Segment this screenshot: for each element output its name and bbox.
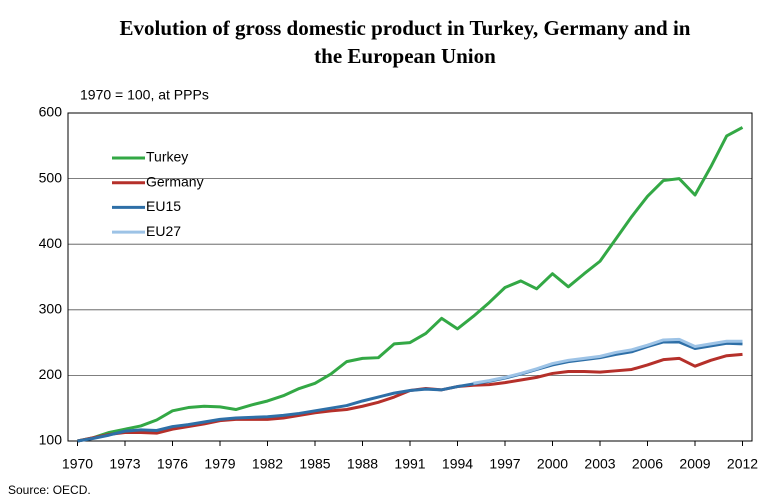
subtitle: 1970 = 100, at PPPs xyxy=(80,87,209,103)
x-tick-label: 1982 xyxy=(252,456,283,472)
plot-frame xyxy=(67,112,753,442)
series-line xyxy=(77,126,744,443)
y-tick-label: 100 xyxy=(39,432,63,448)
y-tick-label: 200 xyxy=(39,366,63,382)
legend-label: Turkey xyxy=(146,149,188,165)
x-tick-label: 2003 xyxy=(584,456,615,472)
x-tick-label: 2012 xyxy=(727,456,758,472)
series-line xyxy=(77,352,743,443)
legend-label: EU27 xyxy=(146,223,181,239)
series-line xyxy=(473,337,743,385)
x-tick-label: 1988 xyxy=(347,456,378,472)
x-tick-label: 1976 xyxy=(157,456,188,472)
x-tick-label: 1991 xyxy=(394,456,425,472)
source: Source: OECD. xyxy=(8,483,91,497)
y-tick-label: 400 xyxy=(39,235,63,251)
legend-label: Germany xyxy=(146,173,204,189)
x-tick-label: 1997 xyxy=(489,456,520,472)
x-tick-label: 2006 xyxy=(632,456,663,472)
y-tick-label: 300 xyxy=(39,301,63,317)
chart-title: the European Union xyxy=(314,44,496,68)
series-line xyxy=(77,340,743,443)
y-tick-label: 600 xyxy=(39,104,63,120)
x-tick-label: 2000 xyxy=(537,456,568,472)
x-tick-label: 1970 xyxy=(62,456,93,472)
chart-title: Evolution of gross domestic product in T… xyxy=(120,16,691,40)
y-tick-label: 500 xyxy=(39,169,63,185)
x-tick-label: 1985 xyxy=(299,456,330,472)
x-tick-label: 1979 xyxy=(204,456,235,472)
x-tick-label: 2009 xyxy=(679,456,710,472)
x-tick-label: 1994 xyxy=(442,456,473,472)
x-tick-label: 1973 xyxy=(109,456,140,472)
legend-label: EU15 xyxy=(146,198,181,214)
